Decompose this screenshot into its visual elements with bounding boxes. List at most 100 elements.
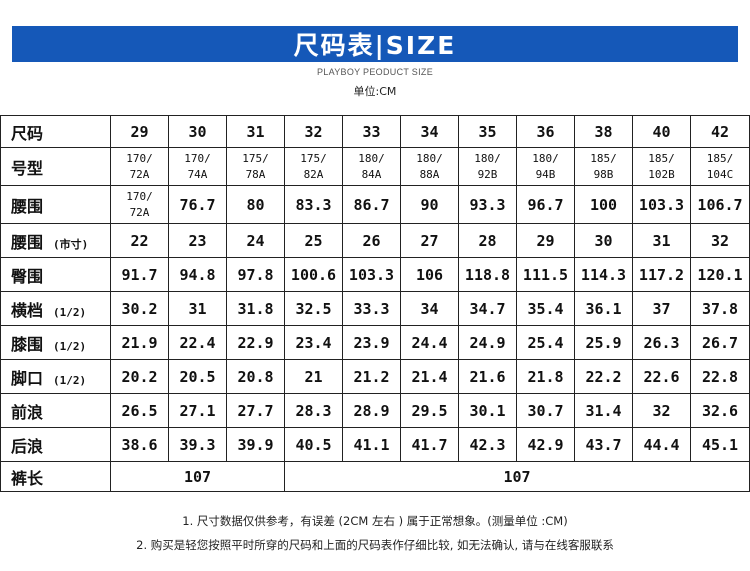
table-cell: 44.4 [632, 427, 691, 462]
model-cell-top: 180/ [532, 151, 559, 165]
table-cell: 30 [574, 223, 633, 258]
model-cell: 180/88A [400, 147, 459, 186]
title-banner: 尺码表|SIZE [12, 26, 738, 62]
row-label: 膝围 (1/2) [0, 325, 111, 360]
table-cell: 94.8 [168, 257, 227, 292]
table-cell: 25.9 [574, 325, 633, 360]
model-cell: 180/94B [516, 147, 575, 186]
model-cell-top: 180/ [416, 151, 443, 165]
row-label-note: (1/2) [53, 373, 87, 387]
model-cell-top: 185/ [706, 151, 734, 165]
table-cell: 34.7 [458, 291, 517, 326]
table-cell: 30.7 [516, 393, 575, 428]
table-cell: 33 [342, 115, 401, 148]
table-cell: 120.1 [690, 257, 750, 292]
row-label: 裤长 [0, 461, 111, 492]
table-cell: 90 [400, 185, 459, 224]
table-cell: 117.2 [632, 257, 691, 292]
waist-cun-row: 腰围 (市寸) 22 23 24 25 26 27 28 29 30 31 32 [0, 223, 750, 258]
table-cell: 28 [458, 223, 517, 258]
table-cell: 26.3 [632, 325, 691, 360]
row-label-text: 尺码 [11, 123, 44, 143]
table-cell: 22.9 [226, 325, 285, 360]
model-cell: 170/74A [168, 147, 227, 186]
model-cell-bottom: 74A [187, 167, 208, 181]
table-cell: 118.8 [458, 257, 517, 292]
table-cell: 100 [574, 185, 633, 224]
size-table: 尺码 29 30 31 32 33 34 35 36 38 40 42 号型 170/72A 170/74A… [0, 115, 750, 492]
row-label: 腰围 (市寸) [0, 223, 111, 258]
table-cell: 31.8 [226, 291, 285, 326]
table-cell: 100.6 [284, 257, 343, 292]
model-cell-top: 180/ [358, 151, 385, 165]
table-cell: 30.2 [110, 291, 169, 326]
model-row: 号型 170/72A 170/74A 175/78A 175/82A 180/84A 180… [0, 147, 750, 186]
row-label-text: 臀围 [11, 266, 44, 286]
size-row: 尺码 29 30 31 32 33 34 35 36 38 40 42 [0, 115, 750, 148]
table-cell: 93.3 [458, 185, 517, 224]
table-cell: 76.7 [168, 185, 227, 224]
table-cell: 26.5 [110, 393, 169, 428]
table-cell: 33.3 [342, 291, 401, 326]
table-cell: 42 [690, 115, 750, 148]
table-cell: 96.7 [516, 185, 575, 224]
row-label: 臀围 [0, 257, 111, 292]
table-cell: 106.7 [690, 185, 750, 224]
table-cell: 29 [110, 115, 169, 148]
model-cell-bottom: 82A [303, 167, 324, 181]
row-label-text: 腰围 [11, 196, 44, 216]
note-1: 1. 尺寸数据仅供参考，有误差 (2CM 左右 ) 属于正常想象。(测量单位 :… [182, 514, 568, 528]
table-cell: 91.7 [110, 257, 169, 292]
table-cell: 21.9 [110, 325, 169, 360]
table-cell: 25 [284, 223, 343, 258]
model-cell-top: 170/ [126, 151, 153, 165]
model-cell-bottom: 102B [648, 167, 675, 181]
table-cell: 21 [284, 359, 343, 394]
table-cell: 42.9 [516, 427, 575, 462]
model-cell-bottom: 78A [245, 167, 266, 181]
model-cell: 170/72A [110, 147, 169, 186]
row-label-note: (1/2) [53, 339, 87, 353]
model-cell-bottom: 88A [419, 167, 440, 181]
model-cell-top: 170/ [126, 189, 153, 203]
table-cell: 21.4 [400, 359, 459, 394]
table-cell: 40.5 [284, 427, 343, 462]
page-title: 尺码表|SIZE [293, 31, 457, 60]
table-cell: 21.8 [516, 359, 575, 394]
table-cell: 107 [284, 461, 750, 492]
row-label-text: 腰围 [11, 232, 44, 252]
row-label-text: 后浪 [11, 436, 44, 456]
model-cell: 185/98B [574, 147, 633, 186]
table-cell: 23.9 [342, 325, 401, 360]
model-cell: 185/102B [632, 147, 691, 186]
table-cell: 37.8 [690, 291, 750, 326]
table-cell: 22 [110, 223, 169, 258]
table-cell: 24.4 [400, 325, 459, 360]
note-2: 2. 购买是轻您按照平时所穿的尺码和上面的尺码表作仔细比较, 如无法确认, 请与… [136, 538, 614, 552]
table-cell: 31 [632, 223, 691, 258]
model-cell-bottom: 72A [129, 167, 150, 181]
table-cell: 86.7 [342, 185, 401, 224]
table-cell: 32.6 [690, 393, 750, 428]
model-cell: 185/104C [690, 147, 750, 186]
table-cell: 22.6 [632, 359, 691, 394]
table-cell: 32.5 [284, 291, 343, 326]
row-label: 后浪 [0, 427, 111, 462]
table-cell: 23 [168, 223, 227, 258]
table-cell: 32 [690, 223, 750, 258]
table-cell: 25.4 [516, 325, 575, 360]
model-cell-bottom: 104C [706, 167, 734, 181]
table-cell: 97.8 [226, 257, 285, 292]
row-label: 前浪 [0, 393, 111, 428]
table-cell: 27.1 [168, 393, 227, 428]
table-cell: 103.3 [342, 257, 401, 292]
row-label-text: 号型 [11, 158, 44, 178]
table-cell: 38 [574, 115, 633, 148]
length-row: 裤长 107 107 [0, 461, 750, 492]
row-label: 脚口 (1/2) [0, 359, 111, 394]
model-cell: 180/84A [342, 147, 401, 186]
table-cell: 111.5 [516, 257, 575, 292]
model-cell-top: 185/ [590, 151, 617, 165]
back-rise-row: 后浪 38.6 39.3 39.9 40.5 41.1 41.7 42.3 42.9 43.7 44… [0, 427, 750, 462]
front-rise-row: 前浪 26.5 27.1 27.7 28.3 28.9 29.5 30.1 30.7 31.4 32… [0, 393, 750, 428]
